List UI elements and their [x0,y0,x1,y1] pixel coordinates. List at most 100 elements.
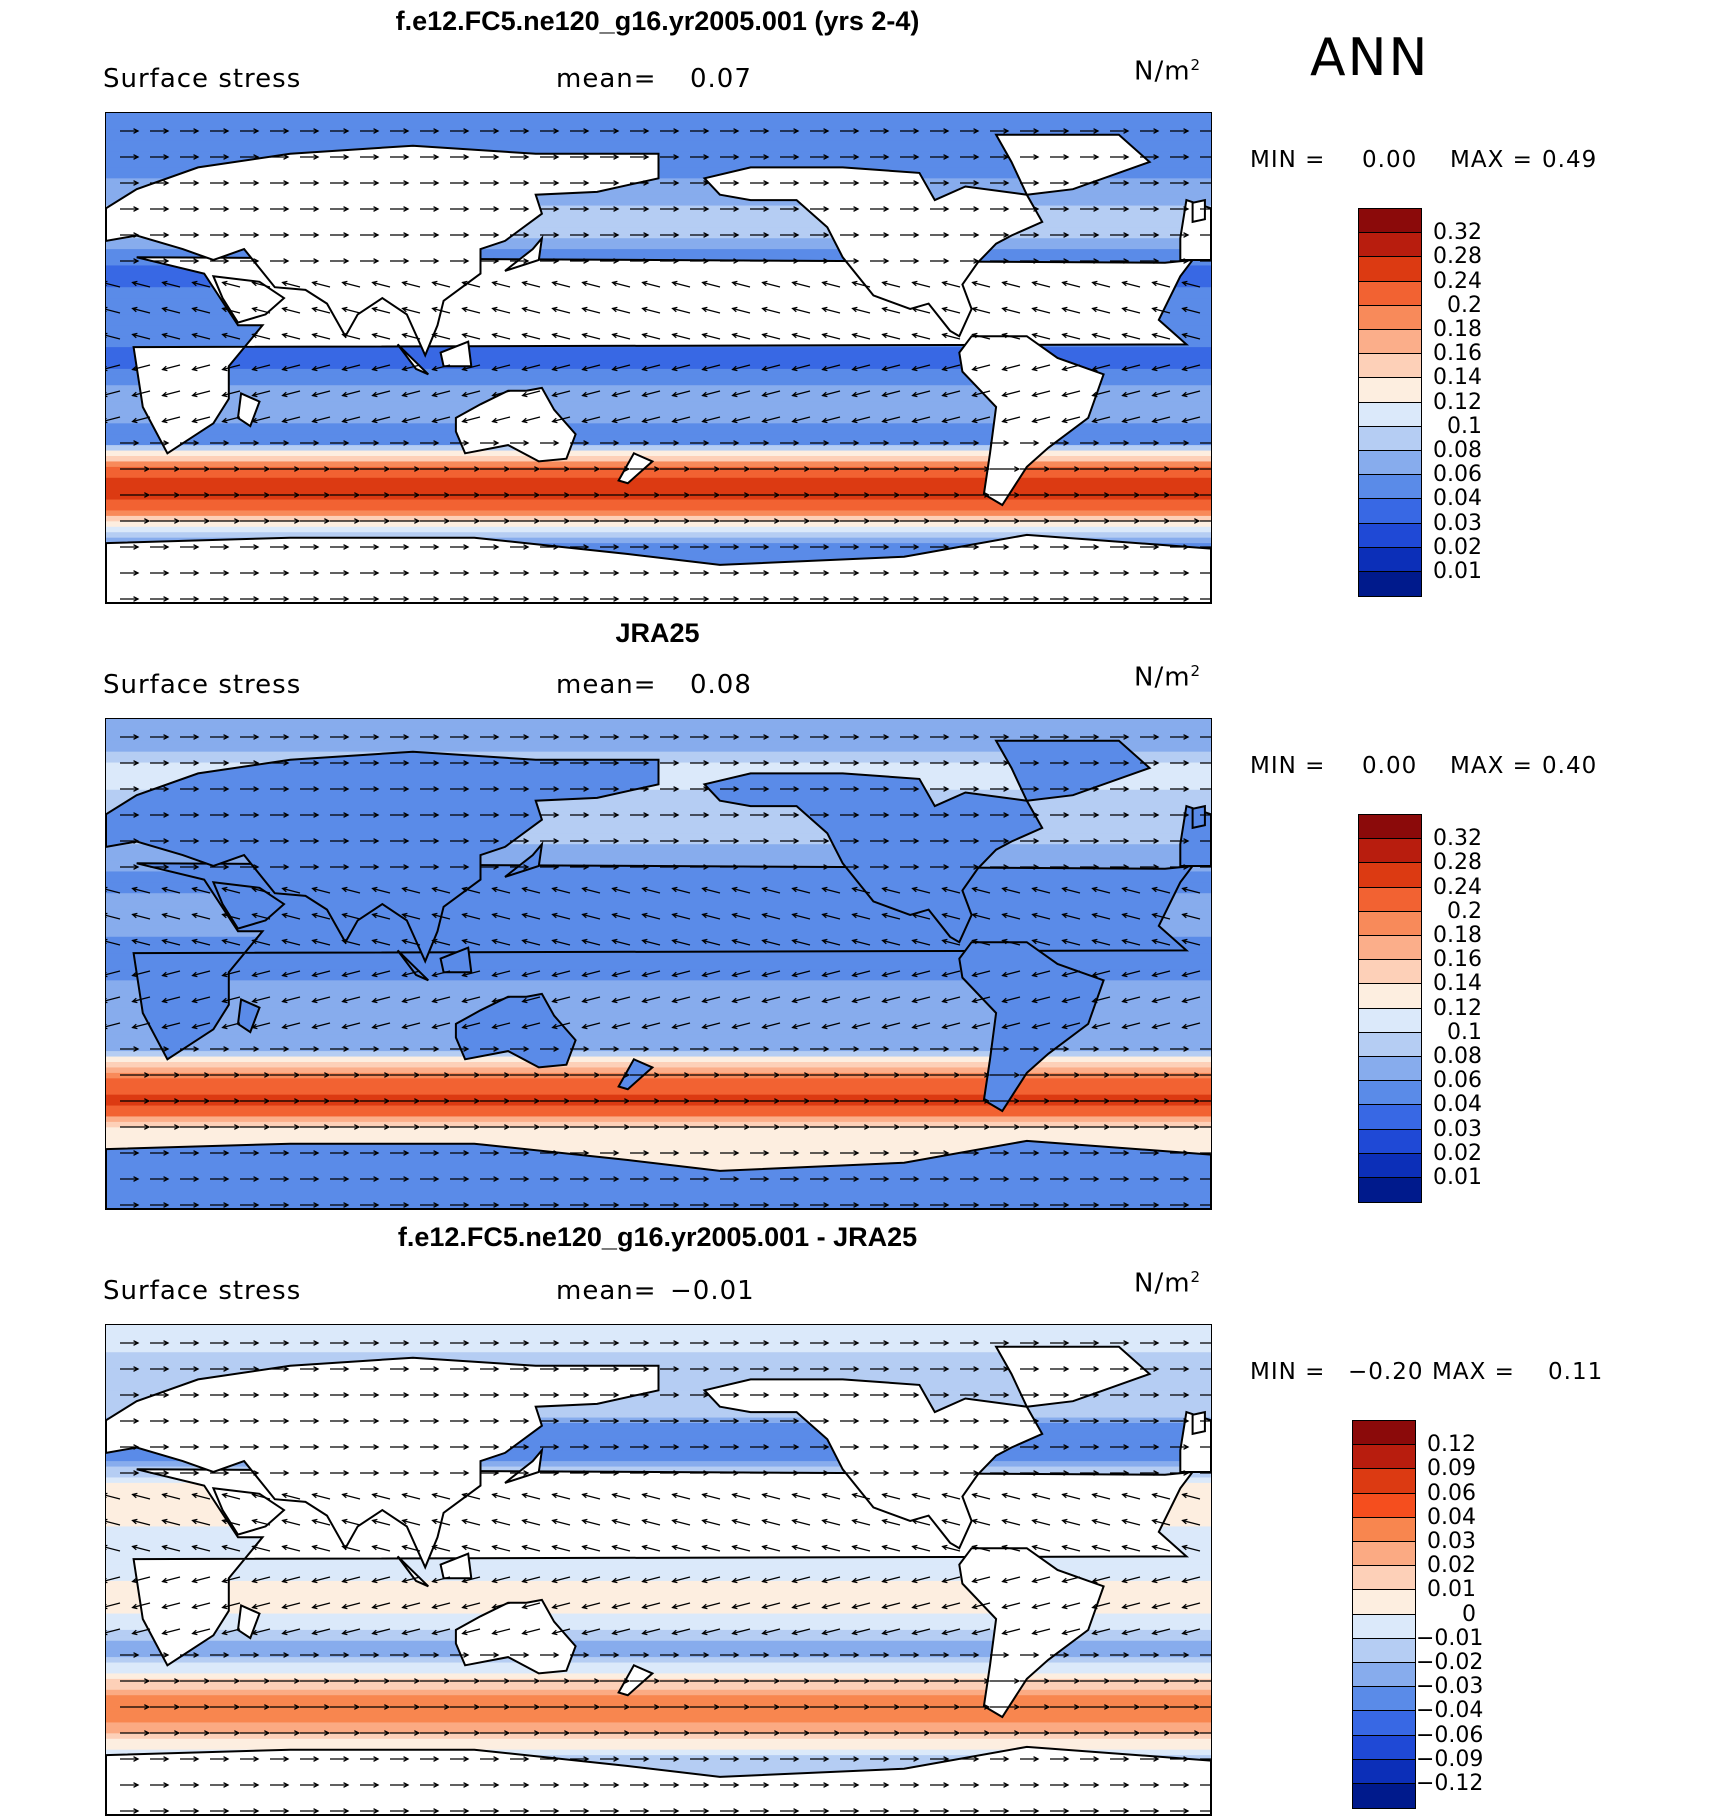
stress-vector-head [913,1782,920,1788]
stress-vector-head [523,1756,530,1762]
stress-vector-head [444,1072,451,1078]
stress-vector [822,390,841,397]
stress-vector [1002,416,1021,423]
stress-vector-head [941,971,948,978]
stress-vector [1032,1493,1051,1500]
stress-vector-head [1123,838,1130,844]
stress-vector-head [403,180,410,186]
stress-vector-head [223,838,230,844]
stress-vector-head [654,492,661,498]
stress-vector-head [373,1340,380,1346]
stress-vector [492,307,511,314]
stress-vector [672,307,691,314]
stress-vector-head [943,760,950,766]
stress-vector-head [823,1340,830,1346]
field-band [106,1738,1211,1745]
stress-vector [792,970,811,977]
stress-vector-head [1134,492,1141,498]
stress-vector-head [793,1046,800,1052]
stress-vector-head [943,1444,950,1450]
stress-vector-head [1003,1756,1010,1762]
stress-vector-head [1093,596,1100,602]
stress-vector-head [564,1678,571,1684]
stress-vector-head [131,332,138,339]
field-band [106,390,1211,397]
stress-vector-head [1183,154,1190,160]
stress-vector [192,1493,211,1500]
stress-vector-head [613,1756,620,1762]
stress-vector-head [523,440,530,446]
stress-vector-head [1123,1652,1130,1658]
panel-3-field: Surface stress [103,1276,302,1306]
stress-vector-head [223,1046,230,1052]
stress-vector-head [853,760,860,766]
colorbar-swatch [1353,1566,1415,1591]
panel-1-min-label: MIN = [1250,147,1326,173]
stress-vector-head [1151,971,1158,978]
stress-vector-head [731,417,738,424]
stress-vector-head [793,1418,800,1424]
stress-vector [822,970,841,977]
stress-vector-head [583,812,590,818]
stress-vector-head [1063,596,1070,602]
stress-vector [1122,996,1141,1003]
stress-vector-head [761,1492,768,1499]
stress-vector [582,1628,601,1635]
stress-vector-head [611,1577,618,1584]
field-band [106,1602,1211,1609]
stress-vector-head [133,258,140,264]
stress-vector-head [1153,1418,1160,1424]
stress-vector-head [1123,544,1130,550]
stress-vector-head [853,1366,860,1372]
stress-vector-head [281,997,288,1004]
stress-vector-head [613,128,620,134]
stress-vector [642,1628,661,1635]
stress-vector-head [581,1629,588,1636]
colorbar-tick-label: 0.18 [1433,317,1482,342]
stress-vector [252,1545,271,1552]
stress-vector-head [763,1176,770,1182]
stress-vector-head [133,1176,140,1182]
stress-vector-head [853,1444,860,1450]
stress-vector [1092,996,1111,1003]
stress-vector-head [894,466,901,472]
stress-vector [192,1022,211,1029]
stress-vector-head [1033,1756,1040,1762]
field-band [106,784,1211,791]
stress-vector-head [1181,280,1188,287]
stress-vector-head [564,1730,571,1736]
stress-vector-head [864,1704,871,1710]
stress-vector-head [911,1023,918,1030]
stress-vector-head [493,128,500,134]
stress-vector [582,416,601,423]
stress-vector-head [1151,1544,1158,1551]
stress-vector-head [1183,1652,1190,1658]
stress-vector [1032,364,1051,371]
stress-vector-head [671,1629,678,1636]
stress-vector [1002,1519,1021,1526]
stress-vector-head [403,760,410,766]
stress-vector-head [763,838,770,844]
stress-vector-head [523,1418,530,1424]
stress-vector [192,913,211,920]
stress-vector-head [643,1340,650,1346]
stress-vector-head [973,786,980,792]
stress-vector-head [1003,1652,1010,1658]
stress-vector-head [1063,206,1070,212]
stress-vector-head [341,332,348,339]
stress-vector [792,390,811,397]
stress-vector-head [821,997,828,1004]
stress-vector [312,887,331,894]
stress-vector-head [971,417,978,424]
stress-vector-head [733,154,740,160]
stress-vector-head [583,1470,590,1476]
stress-vector [942,390,961,397]
stress-vector-head [401,280,408,287]
stress-vector [106,1602,121,1608]
stress-vector-head [851,971,858,978]
land-outline [994,739,1152,802]
stress-vector [882,390,901,397]
stress-vector-head [611,417,618,424]
stress-vector [1122,307,1141,314]
stress-vector-head [1194,492,1201,498]
